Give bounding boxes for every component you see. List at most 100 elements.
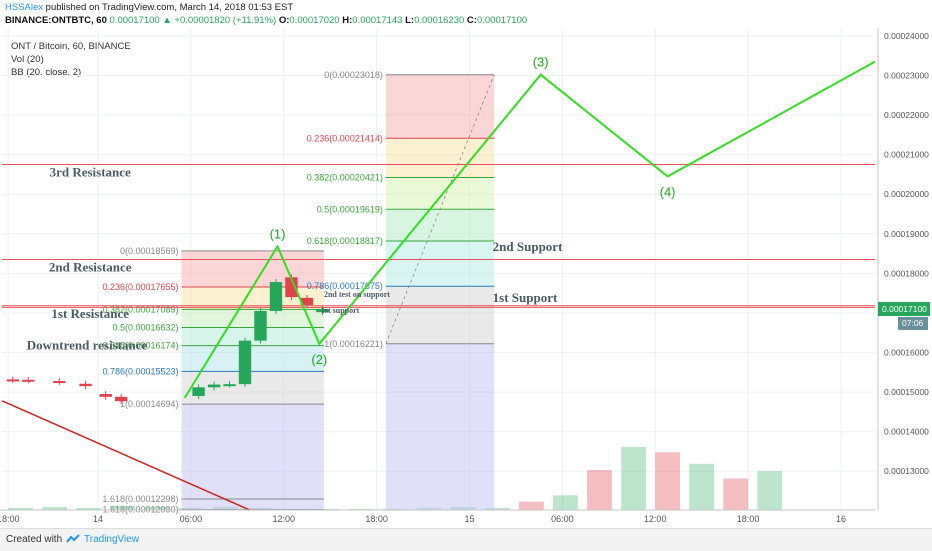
open-value: 0.00017020 xyxy=(289,15,340,26)
legend-bollinger[interactable]: BB (20, close, 2) xyxy=(11,67,82,78)
fib-label-small: 0(0.00018569) xyxy=(120,246,179,256)
fib-label-big: 0.618(0.00018817) xyxy=(307,236,383,246)
chart-legend: ONT / Bitcoin, 60, BINANCE Vol (20) BB (… xyxy=(11,40,131,79)
time-tick-label: 18:00 xyxy=(737,514,760,524)
fib-label-big: 0.5(0.00019619) xyxy=(317,204,383,214)
fib-label-big: 0.236(0.00021414) xyxy=(307,133,383,143)
fib-label-small: 0.236(0.00017655) xyxy=(102,282,178,292)
candle xyxy=(238,340,252,385)
fib-label-big: 1(0.00016221) xyxy=(324,339,383,349)
close-value: 0.00017100 xyxy=(476,15,528,26)
fib-trend-dashed xyxy=(385,74,495,344)
level-label: 1st Resistance xyxy=(51,306,129,321)
open-label: O: xyxy=(278,15,290,26)
countdown-label: 07:06 xyxy=(902,318,924,328)
candle xyxy=(285,277,298,298)
symbol-line: BINANCE:ONTBTC, 60 0.00017100 ▲ +0.00001… xyxy=(5,15,527,26)
candle xyxy=(79,383,92,387)
time-tick-label: 12:00 xyxy=(644,514,667,524)
close-label: C: xyxy=(466,15,477,26)
time-tick-label: 06:00 xyxy=(180,514,203,524)
candle xyxy=(192,387,205,397)
price-tick-label: 0.00014000 xyxy=(884,427,929,437)
legend-pair[interactable]: ONT / Bitcoin, 60, BINANCE xyxy=(11,41,131,52)
low-label: L: xyxy=(405,15,415,26)
volume-bar xyxy=(484,507,510,510)
price-change: +0.00001820 (+11.91%) xyxy=(174,15,277,26)
fib-label-small: 1(0.00014694) xyxy=(120,399,179,409)
fib-zone-small xyxy=(181,250,324,288)
volume-bar xyxy=(518,501,544,510)
annotation-label: 2nd Support xyxy=(493,239,563,254)
fib-zone-small xyxy=(181,498,324,510)
fib-zone-big xyxy=(385,138,495,178)
volume-bar xyxy=(348,508,374,510)
high-label: H: xyxy=(342,15,353,26)
fib-label-big: 0.786(0.00017675) xyxy=(307,281,383,291)
candle xyxy=(53,380,66,383)
annotation-label: 1st Support xyxy=(493,290,558,305)
time-tick-label: 15 xyxy=(464,514,474,524)
price-tick-label: 0.00020000 xyxy=(884,189,929,199)
countdown-tag xyxy=(898,316,928,330)
candle xyxy=(207,384,221,388)
fib-label-small: 0.5(0.00016632) xyxy=(112,322,178,332)
time-tick-label: 12:00 xyxy=(272,514,295,524)
candle xyxy=(254,310,267,341)
low-value: 0.00016230 xyxy=(414,15,465,26)
fib-label-small: 0.618(0.00016174) xyxy=(102,341,178,351)
publish-line: HSSAlex published on TradingView.com, Ma… xyxy=(5,2,293,13)
volume-bar xyxy=(110,505,136,510)
level-label: 2nd Resistance xyxy=(49,260,132,275)
wave-label: (2) xyxy=(311,352,327,367)
elliott-wave-line xyxy=(183,60,876,399)
volume-bar xyxy=(76,507,102,510)
price-tick-label: 0.00022000 xyxy=(884,110,929,120)
current-price-tag xyxy=(878,301,930,316)
created-with-text: Created with xyxy=(6,534,63,545)
candle xyxy=(99,394,112,397)
current-price-label: 0.00017100 xyxy=(882,304,927,314)
fib-label-small: 0.786(0.00015523) xyxy=(102,366,178,376)
volume-bar xyxy=(553,495,578,510)
footer-bar: Created with TradingView xyxy=(0,528,932,551)
candle xyxy=(114,396,128,402)
downtrend-line xyxy=(1,400,250,511)
publish-info: published on TradingView.com, March 14, … xyxy=(45,2,294,13)
annotation-label: 1st support xyxy=(321,306,360,315)
volume-bar xyxy=(8,507,33,510)
price-tick-label: 0.00024000 xyxy=(884,31,929,41)
fib-zone-big xyxy=(385,241,495,287)
volume-bar xyxy=(689,463,715,510)
price-tick-label: 0.00023000 xyxy=(884,70,929,80)
symbol: BINANCE:ONTBTC, 60 xyxy=(5,15,107,26)
volume-bar xyxy=(144,506,170,510)
candle xyxy=(316,308,329,313)
fib-zone-small xyxy=(181,345,324,372)
legend-volume[interactable]: Vol (20) xyxy=(11,54,44,65)
candle xyxy=(223,384,236,387)
time-tick-label: 16 xyxy=(836,514,846,524)
triangle-up-icon: ▲ xyxy=(162,15,172,26)
price-chart[interactable]: 0(0.00018569) 0.236(0.00017655) 0.382(0.00… xyxy=(0,28,932,528)
tradingview-brand[interactable]: TradingView xyxy=(84,534,140,545)
price-tick-label: 0.00013000 xyxy=(884,466,929,476)
fib-zone-small xyxy=(181,371,324,405)
publish-header: HSSAlex published on TradingView.com, Ma… xyxy=(0,0,932,28)
volume-bar xyxy=(42,506,68,510)
fib-zone-small xyxy=(181,404,324,499)
high-value: 0.00017143 xyxy=(352,15,403,26)
volume-bar xyxy=(655,452,680,510)
author-link[interactable]: HSSAlex xyxy=(5,2,44,13)
wave-label: (4) xyxy=(660,184,676,199)
candle xyxy=(6,379,20,382)
fib-label-big: 0.382(0.00020421) xyxy=(307,173,383,183)
fib-zone-big xyxy=(385,286,495,344)
volume-bar xyxy=(621,447,646,510)
level-label: 3rd Resistance xyxy=(50,165,131,180)
time-tick-label: 14 xyxy=(93,514,103,524)
price-tick-label: 0.00018000 xyxy=(884,268,929,278)
fib-label-small: 1.618(0.00012298) xyxy=(102,494,178,504)
volume-bar xyxy=(587,470,612,510)
fib-zone-small xyxy=(181,309,324,328)
